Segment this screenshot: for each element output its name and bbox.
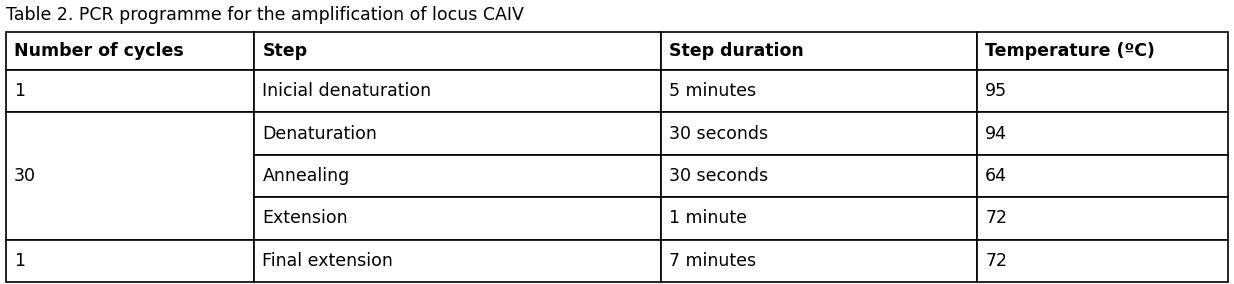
- Bar: [660, 197, 977, 240]
- Text: 94: 94: [985, 125, 1007, 143]
- Text: 1 minute: 1 minute: [669, 209, 747, 227]
- Bar: [6, 112, 254, 240]
- Text: 1: 1: [14, 252, 25, 270]
- Text: 72: 72: [985, 252, 1007, 270]
- Text: Annealing: Annealing: [263, 167, 349, 185]
- Text: Step duration: Step duration: [669, 42, 803, 60]
- Bar: [254, 240, 660, 282]
- Bar: [254, 197, 660, 240]
- Text: 95: 95: [985, 82, 1007, 100]
- Bar: [977, 197, 1228, 240]
- Bar: [660, 155, 977, 197]
- Text: Step: Step: [263, 42, 307, 60]
- Text: 5 minutes: 5 minutes: [669, 82, 755, 100]
- Bar: [6, 70, 254, 112]
- Text: Temperature (ºC): Temperature (ºC): [985, 42, 1155, 60]
- Text: Final extension: Final extension: [263, 252, 394, 270]
- Text: 7 minutes: 7 minutes: [669, 252, 755, 270]
- Bar: [660, 112, 977, 155]
- Bar: [6, 240, 254, 282]
- Text: 30: 30: [14, 167, 36, 185]
- Text: 64: 64: [985, 167, 1007, 185]
- Text: Inicial denaturation: Inicial denaturation: [263, 82, 432, 100]
- Bar: [977, 112, 1228, 155]
- Text: 1: 1: [14, 82, 25, 100]
- Bar: [254, 112, 660, 155]
- Bar: [660, 240, 977, 282]
- Text: 30 seconds: 30 seconds: [669, 167, 768, 185]
- Bar: [660, 70, 977, 112]
- Text: Number of cycles: Number of cycles: [14, 42, 184, 60]
- Text: Table 2. PCR programme for the amplification of locus CAIV: Table 2. PCR programme for the amplifica…: [6, 6, 524, 24]
- Text: 72: 72: [985, 209, 1007, 227]
- Bar: [977, 70, 1228, 112]
- Bar: [977, 240, 1228, 282]
- Bar: [254, 70, 660, 112]
- Bar: [660, 32, 977, 70]
- Bar: [977, 155, 1228, 197]
- Bar: [6, 32, 254, 70]
- Bar: [977, 32, 1228, 70]
- Bar: [254, 155, 660, 197]
- Text: Denaturation: Denaturation: [263, 125, 378, 143]
- Bar: [254, 32, 660, 70]
- Text: 30 seconds: 30 seconds: [669, 125, 768, 143]
- Text: Extension: Extension: [263, 209, 348, 227]
